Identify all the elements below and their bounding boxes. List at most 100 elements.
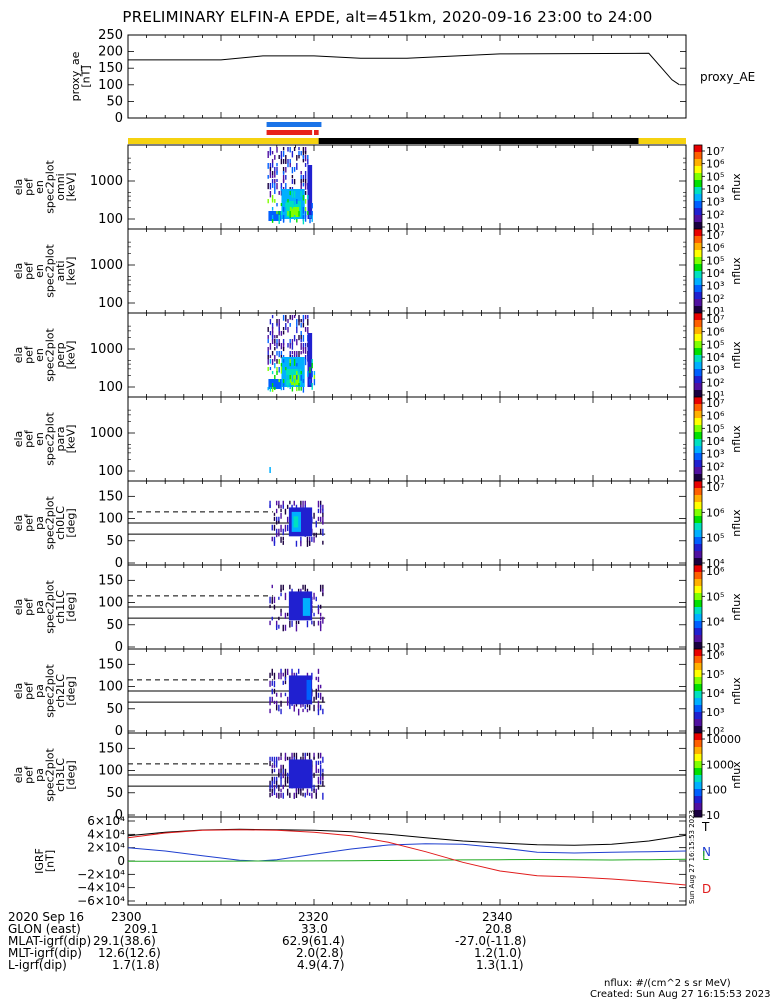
energy-panel-3-colorbar-color-segment bbox=[694, 334, 702, 342]
pitch-panel-2-pixel bbox=[317, 604, 320, 611]
energy-panel-1-pixel bbox=[271, 183, 274, 188]
status-bar-yellow-black bbox=[318, 138, 639, 144]
y-tick-label: 200 bbox=[98, 45, 123, 60]
pitch-panel-2-pixel bbox=[313, 592, 315, 600]
pitch-panel-3-pixel bbox=[280, 668, 282, 674]
energy-panel-1-pixel bbox=[304, 191, 307, 195]
pitch-panel-2-colorbar-color-segment bbox=[694, 579, 702, 587]
pitch-panel-4-pixel bbox=[271, 780, 273, 787]
energy-panel-3-pixel bbox=[280, 355, 283, 359]
pitch-panel-3-pixel bbox=[280, 672, 282, 680]
units-note: nflux: #/(cm^2 s sr MeV) bbox=[604, 978, 731, 989]
energy-panel-3-pixel bbox=[311, 359, 313, 366]
energy-panel-3-pixel bbox=[271, 323, 274, 329]
energy-panel-4-colorbar-color-segment bbox=[694, 411, 702, 419]
pitch-panel-3-pixel bbox=[317, 692, 320, 698]
pitch-panel-2-colorbar-tick-label: 10⁶ bbox=[706, 565, 725, 578]
energy-panel-3-pixel bbox=[289, 339, 291, 346]
pitch-panel-2-colorbar-color-segment bbox=[694, 635, 702, 643]
pitch-panel-2-colorbar-color-segment bbox=[694, 593, 702, 601]
energy-panel-1-pixel bbox=[311, 211, 313, 216]
status-bar-yellow-black bbox=[638, 138, 686, 144]
energy-panel-1-pixel bbox=[304, 147, 307, 153]
energy-panel-1-pixel bbox=[274, 179, 276, 185]
pitch-panel-1-pixel bbox=[275, 532, 278, 538]
footer-date-v2: 2340 bbox=[482, 910, 513, 924]
pitch-panel-2-colorbar-color-segment bbox=[694, 642, 702, 650]
pitch-panel-4-pixel bbox=[284, 752, 287, 760]
energy-panel-1-pixel bbox=[289, 163, 291, 168]
pitch-panel-4-pixel bbox=[308, 752, 311, 760]
energy-panel-3-pixel bbox=[278, 327, 280, 333]
pitch-panel-4-pixel bbox=[282, 792, 284, 799]
energy-panel-2-frame bbox=[127, 228, 687, 314]
energy-panel-2-colorbar-color-segment bbox=[694, 299, 702, 307]
energy-panel-1-pixel bbox=[271, 159, 274, 164]
energy-panel-3-ylabel-line: en bbox=[33, 348, 46, 362]
energy-panel-1-pixel bbox=[296, 155, 298, 161]
pitch-panel-1-pixel bbox=[282, 504, 284, 509]
energy-panel-1-pixel bbox=[276, 203, 278, 207]
pitch-panel-4-pixel bbox=[280, 768, 282, 775]
energy-panel-3-pixel bbox=[289, 375, 291, 380]
energy-panel-1-pixel bbox=[271, 175, 274, 179]
energy-panel-1-pixel bbox=[269, 147, 272, 153]
pitch-panel-4-pixel bbox=[286, 756, 289, 761]
pitch-panel-2-ylabel-line: [deg] bbox=[64, 592, 77, 621]
pitch-panel-2-pixel bbox=[284, 612, 287, 619]
energy-panel-1-pixel bbox=[304, 207, 307, 214]
pitch-panel-2-pixel bbox=[291, 588, 293, 594]
energy-panel-3-pixel bbox=[298, 315, 300, 322]
pitch-panel-2-pixel bbox=[304, 584, 306, 592]
energy-panel-3-pixel bbox=[285, 323, 287, 330]
footer-mlt-v2: 1.2(1.0) bbox=[474, 946, 522, 960]
pitch-panel-4-pixel bbox=[271, 764, 273, 768]
pitch-panel-2-pixel bbox=[275, 624, 278, 631]
energy-panel-3-colorbar-color-segment bbox=[694, 320, 702, 328]
energy-panel-3-pixel bbox=[291, 387, 294, 392]
pitch-panel-3-pixel bbox=[271, 688, 273, 695]
energy-panel-3-pixel bbox=[298, 319, 300, 326]
energy-panel-3-pixel bbox=[296, 339, 298, 346]
pitch-panel-2-pixel bbox=[319, 624, 322, 632]
energy-panel-3-pixel bbox=[278, 367, 280, 373]
energy-panel-1-pixel bbox=[276, 163, 278, 167]
pitch-panel-2-pixel bbox=[322, 584, 324, 591]
energy-panel-3-pixel bbox=[300, 335, 302, 341]
y-tick-label: −4×10⁴ bbox=[77, 881, 125, 895]
pitch-panel-2-colorbar-color-segment bbox=[694, 607, 702, 615]
energy-panel-3-pixel bbox=[278, 379, 280, 383]
pitch-panel-4-pixel bbox=[293, 756, 295, 761]
pitch-panel-1-colorbar-tick-label: 10⁶ bbox=[706, 506, 725, 519]
pitch-panel-4-pixel bbox=[286, 788, 289, 796]
pitch-panel-2-pixel bbox=[284, 624, 287, 631]
energy-panel-4-colorbar-color-segment bbox=[694, 439, 702, 447]
energy-panel-1-pixel bbox=[282, 167, 285, 174]
pitch-panel-3-pixel bbox=[284, 668, 287, 674]
pitch-panel-4-pixel bbox=[313, 784, 315, 791]
energy-panel-1-pixel bbox=[307, 159, 309, 165]
energy-panel-1-colorbar-tick-label: 10² bbox=[706, 208, 724, 221]
energy-panel-1-pixel bbox=[304, 211, 307, 218]
energy-panel-3-pixel bbox=[269, 367, 272, 371]
pitch-panel-1-pixel bbox=[322, 520, 324, 525]
pitch-panel-3-colorbar-color-segment bbox=[694, 656, 702, 664]
energy-panel-4-colorbar-color-segment bbox=[694, 460, 702, 468]
y-tick-label: 100 bbox=[98, 764, 123, 779]
pitch-panel-4-pixel bbox=[295, 792, 298, 798]
pitch-panel-4-pixel bbox=[291, 752, 293, 758]
pitch-panel-4-pixel bbox=[286, 776, 289, 784]
energy-panel-1-pixel bbox=[304, 183, 307, 190]
pitch-panel-4-colorbar-tick-label: 1000 bbox=[706, 758, 734, 771]
energy-panel-3-pixel bbox=[276, 339, 278, 344]
pitch-panel-3-pixel bbox=[284, 676, 287, 681]
pitch-panel-4-colorbar-tick-label: 10 bbox=[706, 809, 720, 822]
pitch-panel-3-pixel bbox=[322, 696, 324, 703]
energy-panel-3-pixel bbox=[300, 319, 302, 323]
energy-panel-3-colorbar-color-segment bbox=[694, 376, 702, 384]
pitch-panel-4-pixel bbox=[278, 784, 280, 792]
pitch-panel-2-pixel bbox=[269, 620, 271, 626]
pitch-panel-4-pixel bbox=[282, 764, 284, 770]
